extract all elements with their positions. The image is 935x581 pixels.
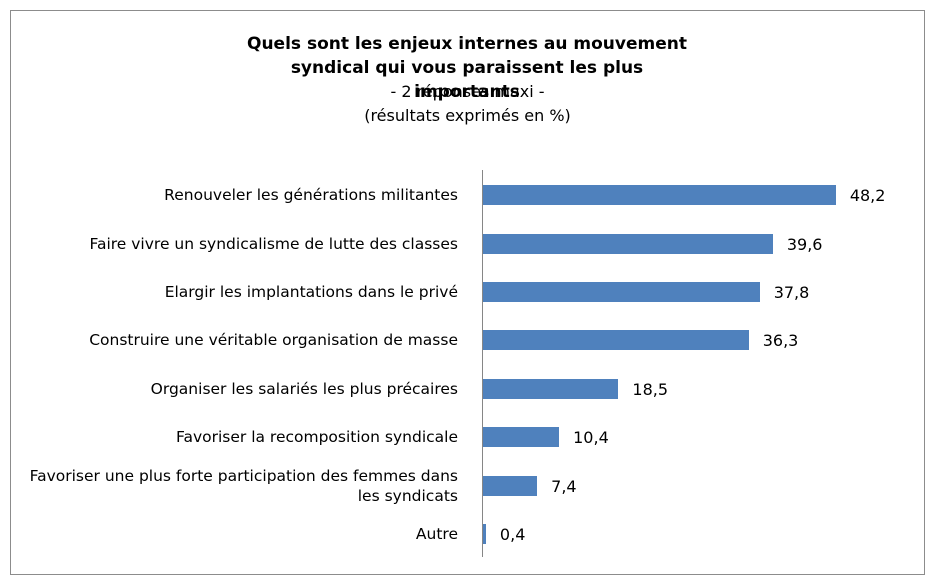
data-label: 18,5 bbox=[632, 379, 669, 399]
category-label: Favoriser une plus forte participation d… bbox=[29, 466, 458, 505]
data-label: 37,8 bbox=[773, 283, 810, 302]
category-label: Renouveler les générations militantes bbox=[164, 186, 458, 205]
category-label: Organiser les salariés les plus précaire… bbox=[150, 379, 458, 398]
chart-title: Quels sont les enjeux internes au mouvem… bbox=[247, 34, 687, 102]
bar bbox=[483, 524, 486, 544]
category-label: Construire une véritable organisation de… bbox=[89, 331, 458, 350]
data-label: 0,4 bbox=[499, 525, 526, 544]
category-label: Favoriser la recomposition syndicale bbox=[175, 428, 458, 447]
category-label: Elargir les implantations dans le privé bbox=[164, 283, 458, 301]
bar bbox=[483, 378, 619, 399]
bar bbox=[483, 427, 560, 448]
bar bbox=[483, 475, 538, 496]
data-label: 36,3 bbox=[762, 331, 799, 351]
bar bbox=[483, 233, 773, 254]
data-label: 39,6 bbox=[786, 234, 823, 254]
subtitle: (résultats exprimés en %) bbox=[364, 106, 571, 125]
subtitle: - 2 réponses maxi - bbox=[390, 82, 545, 101]
axis-line bbox=[482, 170, 483, 557]
category-label: Faire vivre un syndicalisme de lutte des… bbox=[89, 234, 458, 253]
data-label: 10,4 bbox=[573, 428, 609, 448]
bar bbox=[483, 282, 760, 302]
frame bbox=[10, 10, 925, 575]
data-label: 7,4 bbox=[551, 476, 577, 496]
bar bbox=[483, 185, 836, 206]
data-label: 48,2 bbox=[849, 186, 886, 206]
category-label: Autre bbox=[415, 525, 458, 543]
bar bbox=[483, 330, 749, 351]
